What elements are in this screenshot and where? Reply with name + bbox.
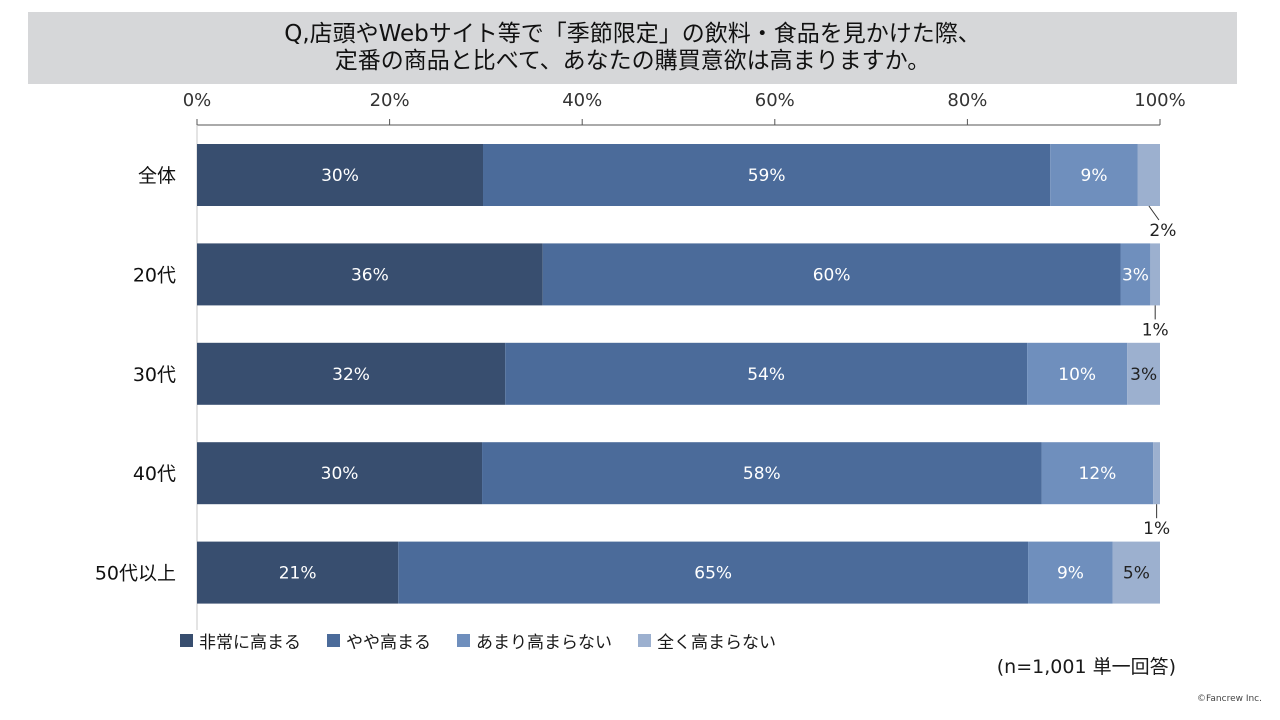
bar-segment [1027, 342, 1128, 405]
copyright-text: ©Fancrew Inc. [1197, 694, 1262, 704]
bar-segment [398, 541, 1029, 604]
data-label: 58% [743, 464, 781, 484]
data-label: 10% [1058, 365, 1096, 385]
bar-segment [197, 342, 506, 405]
data-label: 65% [694, 564, 732, 584]
data-label: 36% [351, 265, 389, 285]
bar-segment [482, 442, 1042, 505]
bar-segment [1120, 243, 1151, 306]
x-tick-label: 80% [947, 90, 987, 111]
data-label: 21% [279, 564, 317, 584]
data-label: 54% [747, 365, 785, 385]
bar-segment [197, 442, 483, 505]
bar-segment [1127, 342, 1160, 405]
leader-line [1148, 205, 1160, 221]
legend-item: 非常に高まる [180, 628, 301, 653]
bar-segment [1050, 144, 1138, 206]
legend-item: 全く高まらない [638, 628, 776, 653]
legend-swatch [327, 633, 340, 647]
bar-segment [1150, 243, 1160, 306]
data-label: 1% [1142, 320, 1169, 340]
category-label: 20代 [133, 264, 176, 286]
sample-size-note: (n=1,001 単一回答) [996, 656, 1176, 678]
x-tick-label: 100% [1134, 90, 1185, 111]
legend-label: やや高まる [346, 632, 431, 653]
legend-item: あまり高まらない [457, 628, 612, 653]
data-label: 12% [1079, 464, 1117, 484]
bar-segment [1137, 144, 1160, 206]
x-tick-label: 60% [755, 90, 795, 111]
legend-item: やや高まる [327, 628, 431, 653]
category-label: 全体 [138, 165, 176, 187]
data-label: 9% [1081, 166, 1108, 186]
data-label: 59% [748, 166, 786, 186]
data-label: 30% [321, 166, 359, 186]
x-tick-label: 20% [370, 90, 410, 111]
legend-swatch [180, 633, 193, 647]
data-label: 3% [1130, 365, 1157, 385]
bar-segment [197, 243, 543, 306]
data-label: 3% [1122, 265, 1149, 285]
bar-segment [542, 243, 1121, 306]
bar-segment [1028, 541, 1113, 604]
data-label: 32% [332, 365, 370, 385]
category-label: 30代 [133, 364, 176, 386]
bar-segment [505, 342, 1028, 405]
category-label: 50代以上 [95, 563, 176, 585]
legend-label: あまり高まらない [476, 632, 612, 653]
bar-segment [1112, 541, 1160, 604]
data-label: 9% [1057, 564, 1084, 584]
category-label: 40代 [133, 463, 176, 485]
legend-label: 全く高まらない [657, 632, 776, 653]
bar-segment [197, 144, 484, 206]
bar-segment [1153, 442, 1160, 505]
bar-segment [483, 144, 1051, 206]
x-tick-label: 0% [183, 90, 212, 111]
legend-swatch [638, 633, 651, 647]
legend-label: 非常に高まる [199, 632, 301, 653]
data-label: 60% [813, 265, 851, 285]
x-tick-label: 40% [562, 90, 602, 111]
data-label: 1% [1143, 519, 1170, 539]
legend-swatch [457, 633, 470, 647]
chart-title-line-1: Q,店頭やWebサイト等で「季節限定」の飲料・食品を見かけた際、 [284, 21, 981, 47]
chart-legend: 非常に高まる やや高まる あまり高まらない 全く高まらない [180, 626, 776, 654]
chart-title-box: Q,店頭やWebサイト等で「季節限定」の飲料・食品を見かけた際、 定番の商品と比… [28, 12, 1237, 84]
bar-segment [1041, 442, 1154, 505]
data-label: 30% [321, 464, 359, 484]
data-label: 5% [1123, 564, 1150, 584]
bar-segment [197, 541, 399, 604]
chart-title-line-2: 定番の商品と比べて、あなたの購買意欲は高まりますか。 [334, 48, 931, 74]
data-label: 2% [1149, 221, 1176, 241]
